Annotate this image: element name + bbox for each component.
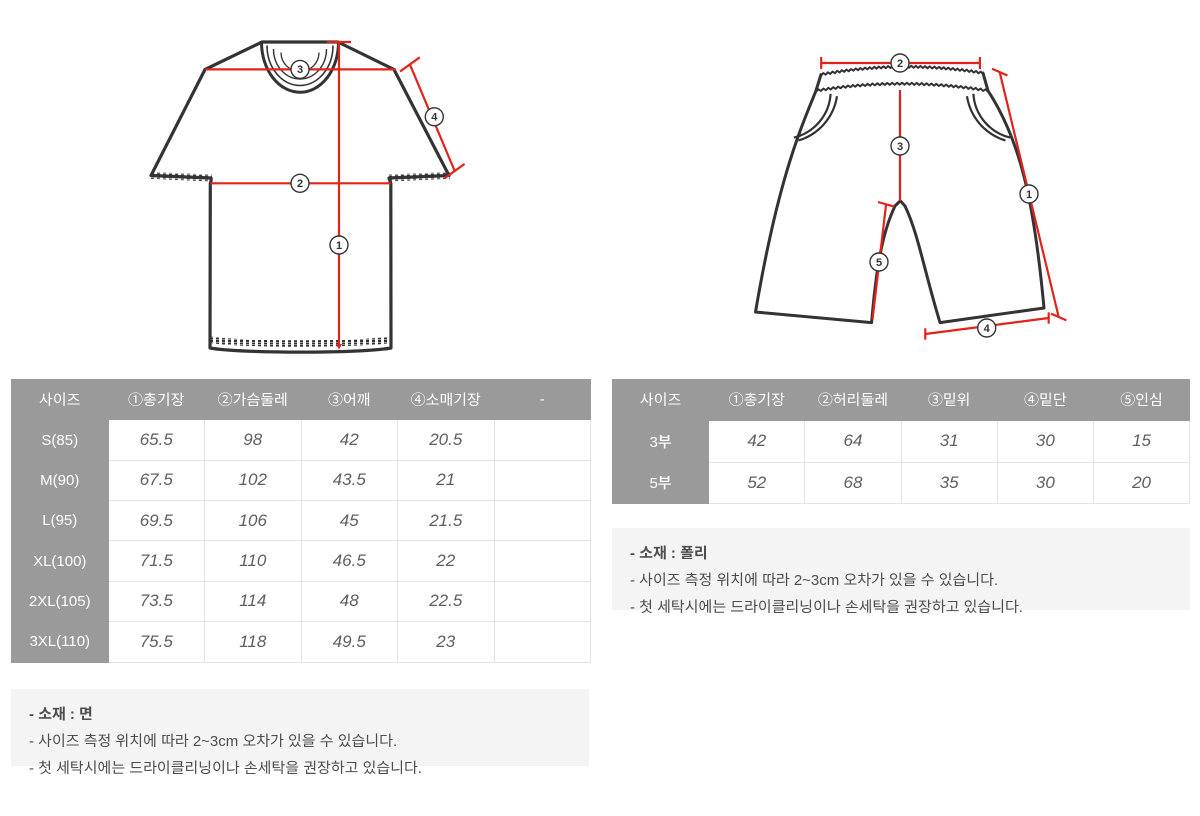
svg-text:3: 3	[897, 141, 903, 153]
svg-text:2: 2	[297, 178, 303, 190]
svg-text:3: 3	[297, 64, 303, 76]
svg-text:4: 4	[984, 323, 991, 335]
svg-text:4: 4	[431, 112, 438, 124]
svg-text:2: 2	[897, 58, 903, 70]
svg-text:1: 1	[1026, 189, 1032, 201]
svg-text:5: 5	[876, 257, 882, 269]
svg-text:1: 1	[336, 240, 342, 252]
